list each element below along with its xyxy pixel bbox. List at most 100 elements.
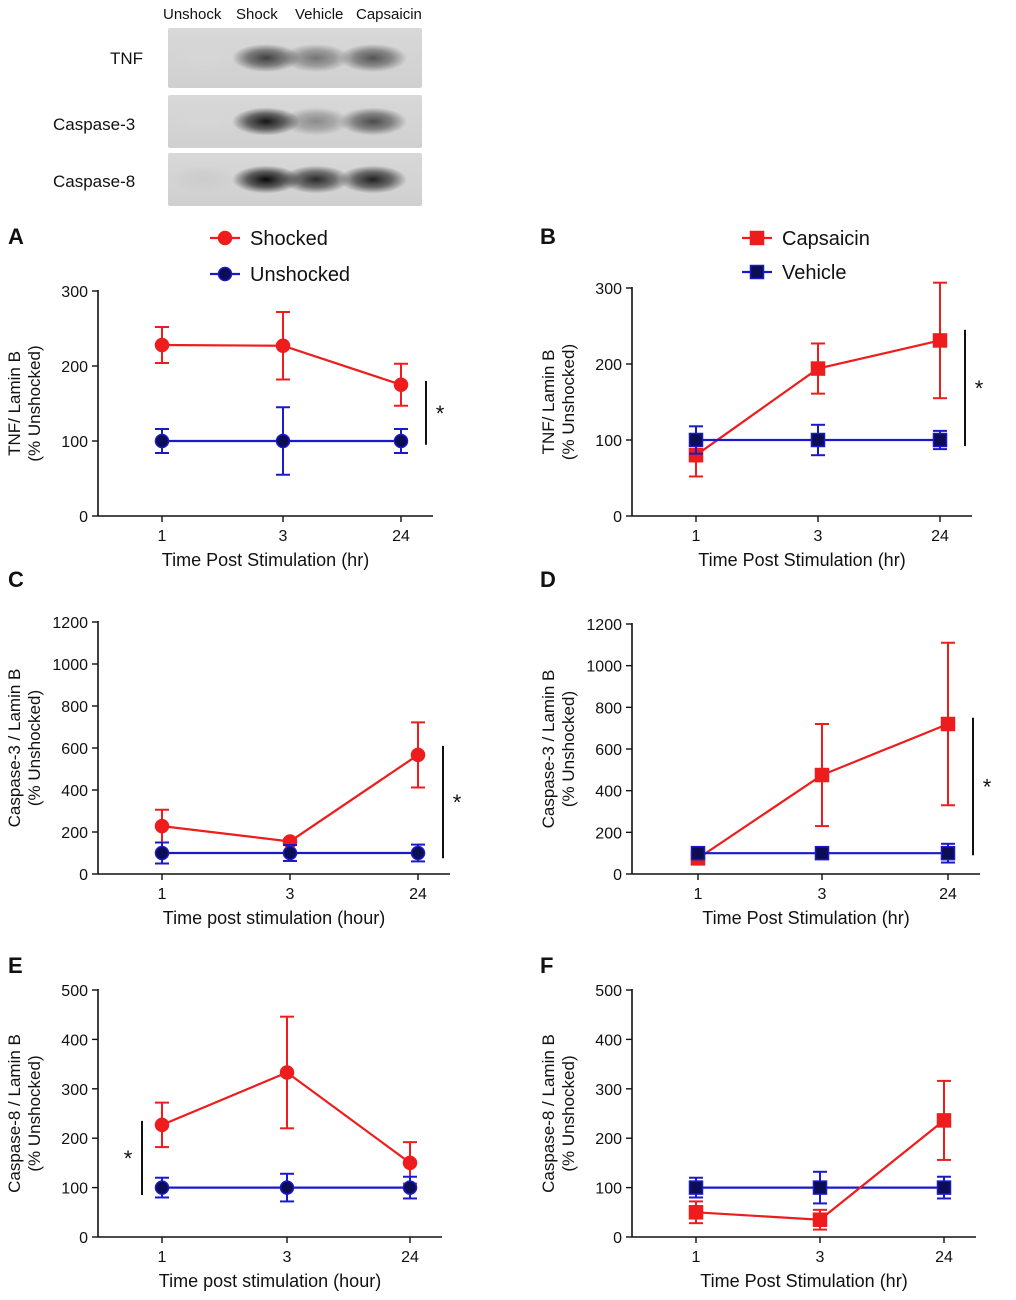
x-axis-label: Time Post Stimulation (hr) xyxy=(700,1271,907,1291)
legend-marker xyxy=(217,266,233,282)
data-point xyxy=(812,1212,828,1227)
y-tick-label: 500 xyxy=(61,983,88,1000)
y-tick-label: 300 xyxy=(595,1082,622,1099)
data-point xyxy=(393,433,409,449)
x-tick-label: 3 xyxy=(283,1249,292,1266)
data-point xyxy=(932,432,948,448)
western-blot: Unshock Shock Vehicle Capsaicin TNF Casp… xyxy=(0,0,1016,210)
y-tick-label: 0 xyxy=(613,867,622,884)
legend: Capsaicin Vehicle xyxy=(742,228,870,284)
y-tick-label: 400 xyxy=(595,1032,622,1049)
lane-label-unshock: Unshock xyxy=(163,6,222,23)
data-point xyxy=(154,1117,170,1133)
panel-letter: E xyxy=(8,953,23,978)
y-tick-label: 400 xyxy=(61,783,88,800)
y-tick-label: 800 xyxy=(61,699,88,716)
blot-strip-caspase-3 xyxy=(168,95,422,148)
series-line xyxy=(161,754,419,843)
y-tick-label: 100 xyxy=(595,1181,622,1198)
series-line xyxy=(695,1119,945,1221)
y-axis-label-units: (% Unshocked) xyxy=(25,1055,44,1171)
data-point xyxy=(154,818,170,834)
x-tick-label: 24 xyxy=(931,528,949,545)
data-point xyxy=(275,433,291,449)
x-tick-label: 24 xyxy=(392,528,410,545)
x-tick-label: 24 xyxy=(409,886,427,903)
y-tick-label: 400 xyxy=(61,1032,88,1049)
y-tick-label: 300 xyxy=(61,1082,88,1099)
legend-marker xyxy=(217,230,233,246)
panel-a: A 0 100 200 300 1 3 24 Time Post Stimulation (hr… xyxy=(5,224,445,570)
x-axis-label: Time post stimulation (hour) xyxy=(159,1271,381,1291)
significance-star: * xyxy=(453,790,462,815)
blot-row-label-caspase-8: Caspase-8 xyxy=(53,172,136,191)
y-tick-label: 200 xyxy=(595,1131,622,1148)
x-axis-label: Time Post Stimulation (hr) xyxy=(702,908,909,928)
y-tick-label: 100 xyxy=(61,1181,88,1198)
data-point xyxy=(402,1155,418,1171)
y-tick-label: 300 xyxy=(595,281,622,298)
data-point xyxy=(154,433,170,449)
y-tick-label: 1000 xyxy=(52,657,88,674)
panel-letter: F xyxy=(540,953,553,978)
y-axis-label-units: (% Unshocked) xyxy=(25,690,44,806)
y-axis-label-units: (% Unshocked) xyxy=(559,1055,578,1171)
data-point xyxy=(690,845,706,861)
x-tick-label: 3 xyxy=(818,886,827,903)
x-axis-label: Time Post Stimulation (hr) xyxy=(698,550,905,570)
x-tick-label: 1 xyxy=(158,1249,167,1266)
data-point xyxy=(393,377,409,392)
y-tick-label: 300 xyxy=(61,284,88,301)
y-tick-label: 600 xyxy=(595,742,622,759)
y-tick-label: 200 xyxy=(61,1131,88,1148)
blot-row-label-caspase-3: Caspase-3 xyxy=(53,115,136,134)
series-shocked xyxy=(154,311,409,407)
y-axis-label: TNF/ Lamin B xyxy=(5,351,24,456)
data-point xyxy=(282,845,298,861)
panel-e: E 0 100 200 300 400 500 1 3 24 Time post stimulati… xyxy=(5,953,442,1291)
series-shocked xyxy=(154,721,426,849)
data-point xyxy=(410,845,426,861)
y-axis-label-units: (% Unshocked) xyxy=(25,345,44,461)
x-tick-label: 1 xyxy=(158,886,167,903)
y-tick-label: 600 xyxy=(61,741,88,758)
series-vehicle xyxy=(688,423,948,457)
x-axis-label: Time post stimulation (hour) xyxy=(163,908,385,928)
lane-label-shock: Shock xyxy=(236,6,278,23)
lane-label-vehicle: Vehicle xyxy=(295,6,344,23)
y-tick-label: 200 xyxy=(595,825,622,842)
legend-marker xyxy=(749,264,765,280)
data-point xyxy=(936,1113,952,1128)
data-point xyxy=(688,1205,704,1220)
x-tick-label: 3 xyxy=(279,528,288,545)
data-point xyxy=(275,338,291,353)
y-tick-label: 1000 xyxy=(586,659,622,676)
y-axis-label-units: (% Unshocked) xyxy=(559,344,578,460)
x-tick-label: 3 xyxy=(816,1249,825,1266)
significance-star: * xyxy=(436,401,445,426)
y-tick-label: 0 xyxy=(79,1230,88,1247)
series-unshocked xyxy=(154,841,426,865)
y-axis-label: Caspase-8 / Lamin B xyxy=(539,1034,558,1193)
panel-letter: B xyxy=(540,224,556,249)
x-tick-label: 24 xyxy=(401,1249,419,1266)
data-point xyxy=(688,1180,704,1195)
data-point xyxy=(402,1180,418,1195)
series-unshocked xyxy=(154,1172,418,1203)
data-point xyxy=(410,747,426,763)
x-axis-label: Time Post Stimulation (hr) xyxy=(162,550,369,570)
panel-letter: C xyxy=(8,567,24,592)
data-point xyxy=(814,767,830,783)
data-point xyxy=(936,1180,952,1195)
series-vehicle xyxy=(688,1170,952,1205)
panel-b: B 0 100 200 300 1 3 24 Time Post Stimulation (hr… xyxy=(539,224,984,570)
x-tick-label: 24 xyxy=(939,886,957,903)
y-tick-label: 0 xyxy=(79,867,88,884)
series-unshocked xyxy=(154,406,409,476)
y-axis-label: Caspase-3 / Lamin B xyxy=(539,670,558,829)
y-tick-label: 0 xyxy=(79,509,88,526)
y-tick-label: 1200 xyxy=(586,617,622,634)
y-tick-label: 100 xyxy=(61,434,88,451)
y-axis-label: Caspase-8 / Lamin B xyxy=(5,1034,24,1193)
